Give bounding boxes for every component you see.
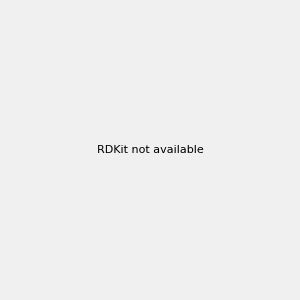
Text: RDKit not available: RDKit not available <box>97 145 203 155</box>
